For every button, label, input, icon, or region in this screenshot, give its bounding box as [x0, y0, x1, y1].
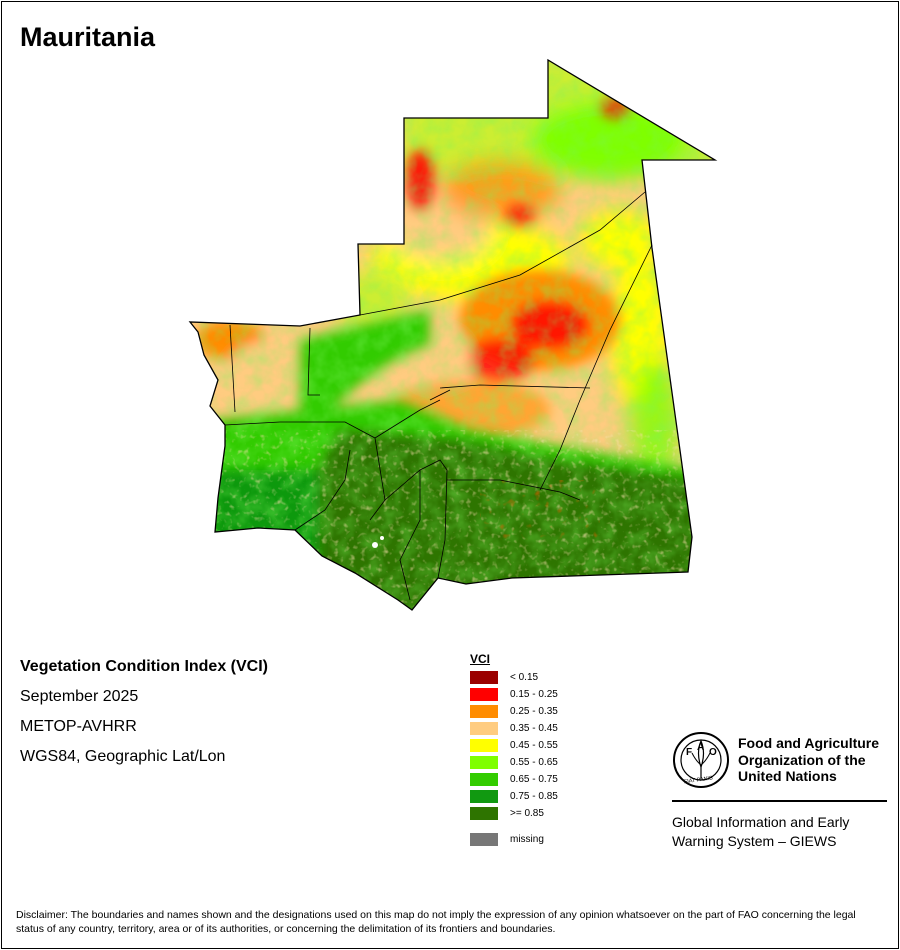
legend-item: 0.75 - 0.85: [470, 788, 558, 805]
period-label: September 2025: [20, 688, 139, 705]
legend-item: 0.25 - 0.35: [470, 703, 558, 720]
projection-label: WGS84, Geographic Lat/Lon: [20, 748, 226, 765]
legend-title: VCI: [470, 652, 491, 666]
legend-item: 0.15 - 0.25: [470, 686, 558, 703]
legend-label: 0.55 - 0.65: [510, 757, 558, 768]
legend-label: 0.75 - 0.85: [510, 791, 558, 802]
legend-item: < 0.15: [470, 669, 558, 686]
emblem-motto: FIAT PANIS: [684, 775, 714, 785]
emblem-letter: A: [697, 742, 704, 753]
legend-swatch: [470, 739, 498, 752]
emblem-letter: O: [709, 747, 717, 758]
legend-swatch: [470, 756, 498, 769]
country-outline: [188, 58, 718, 611]
legend-swatch: [470, 671, 498, 684]
legend-swatch: [470, 807, 498, 820]
legend-item: 0.35 - 0.45: [470, 720, 558, 737]
legend-swatch: [470, 705, 498, 718]
legend-swatch: [470, 688, 498, 701]
logo-divider: [672, 800, 887, 802]
vci-raster: [190, 60, 715, 610]
legend-label: >= 0.85: [510, 808, 544, 819]
sensor-label: METOP-AVHRR: [20, 718, 137, 735]
giews-line-2: Warning System – GIEWS: [672, 833, 837, 849]
emblem-letter: F: [686, 747, 692, 758]
org-line-2: Organization of the: [738, 751, 866, 768]
legend-swatch: [470, 790, 498, 803]
legend-item: >= 0.85: [470, 805, 558, 822]
product-name: Vegetation Condition Index (VCI): [20, 658, 268, 675]
legend-item: 0.45 - 0.55: [470, 737, 558, 754]
legend-item-missing: missing: [470, 831, 558, 848]
admin-boundaries: [224, 191, 653, 601]
legend-swatch-missing: [470, 833, 498, 846]
legend-item: 0.65 - 0.75: [470, 771, 558, 788]
fao-emblem-icon: F A O FIAT PANIS: [673, 732, 729, 788]
map-title: Mauritania: [20, 22, 156, 52]
legend-label: < 0.15: [510, 672, 539, 683]
legend-label-missing: missing: [510, 834, 544, 845]
legend-label: 0.15 - 0.25: [510, 689, 558, 700]
org-line-1: Food and Agriculture: [738, 735, 880, 751]
giews-line-1: Global Information and Early: [672, 814, 850, 830]
legend-label: 0.45 - 0.55: [510, 740, 558, 751]
legend-label: 0.65 - 0.75: [510, 774, 558, 785]
vci-legend: VCI < 0.15 0.15 - 0.25 0.25 - 0.35 0.35 - 0…: [470, 652, 558, 848]
fao-organization-name: Food and Agriculture Organization of the…: [738, 735, 879, 785]
legend-label: 0.25 - 0.35: [510, 706, 558, 717]
org-line-3: United Nations: [738, 768, 837, 784]
giews-name: Global Information and Early Warning Sys…: [672, 813, 849, 851]
legend-item: 0.55 - 0.65: [470, 754, 558, 771]
disclaimer-text: Disclaimer: The boundaries and names sho…: [16, 909, 856, 935]
legend-label: 0.35 - 0.45: [510, 723, 558, 734]
legend-swatch: [470, 722, 498, 735]
legend-swatch: [470, 773, 498, 786]
